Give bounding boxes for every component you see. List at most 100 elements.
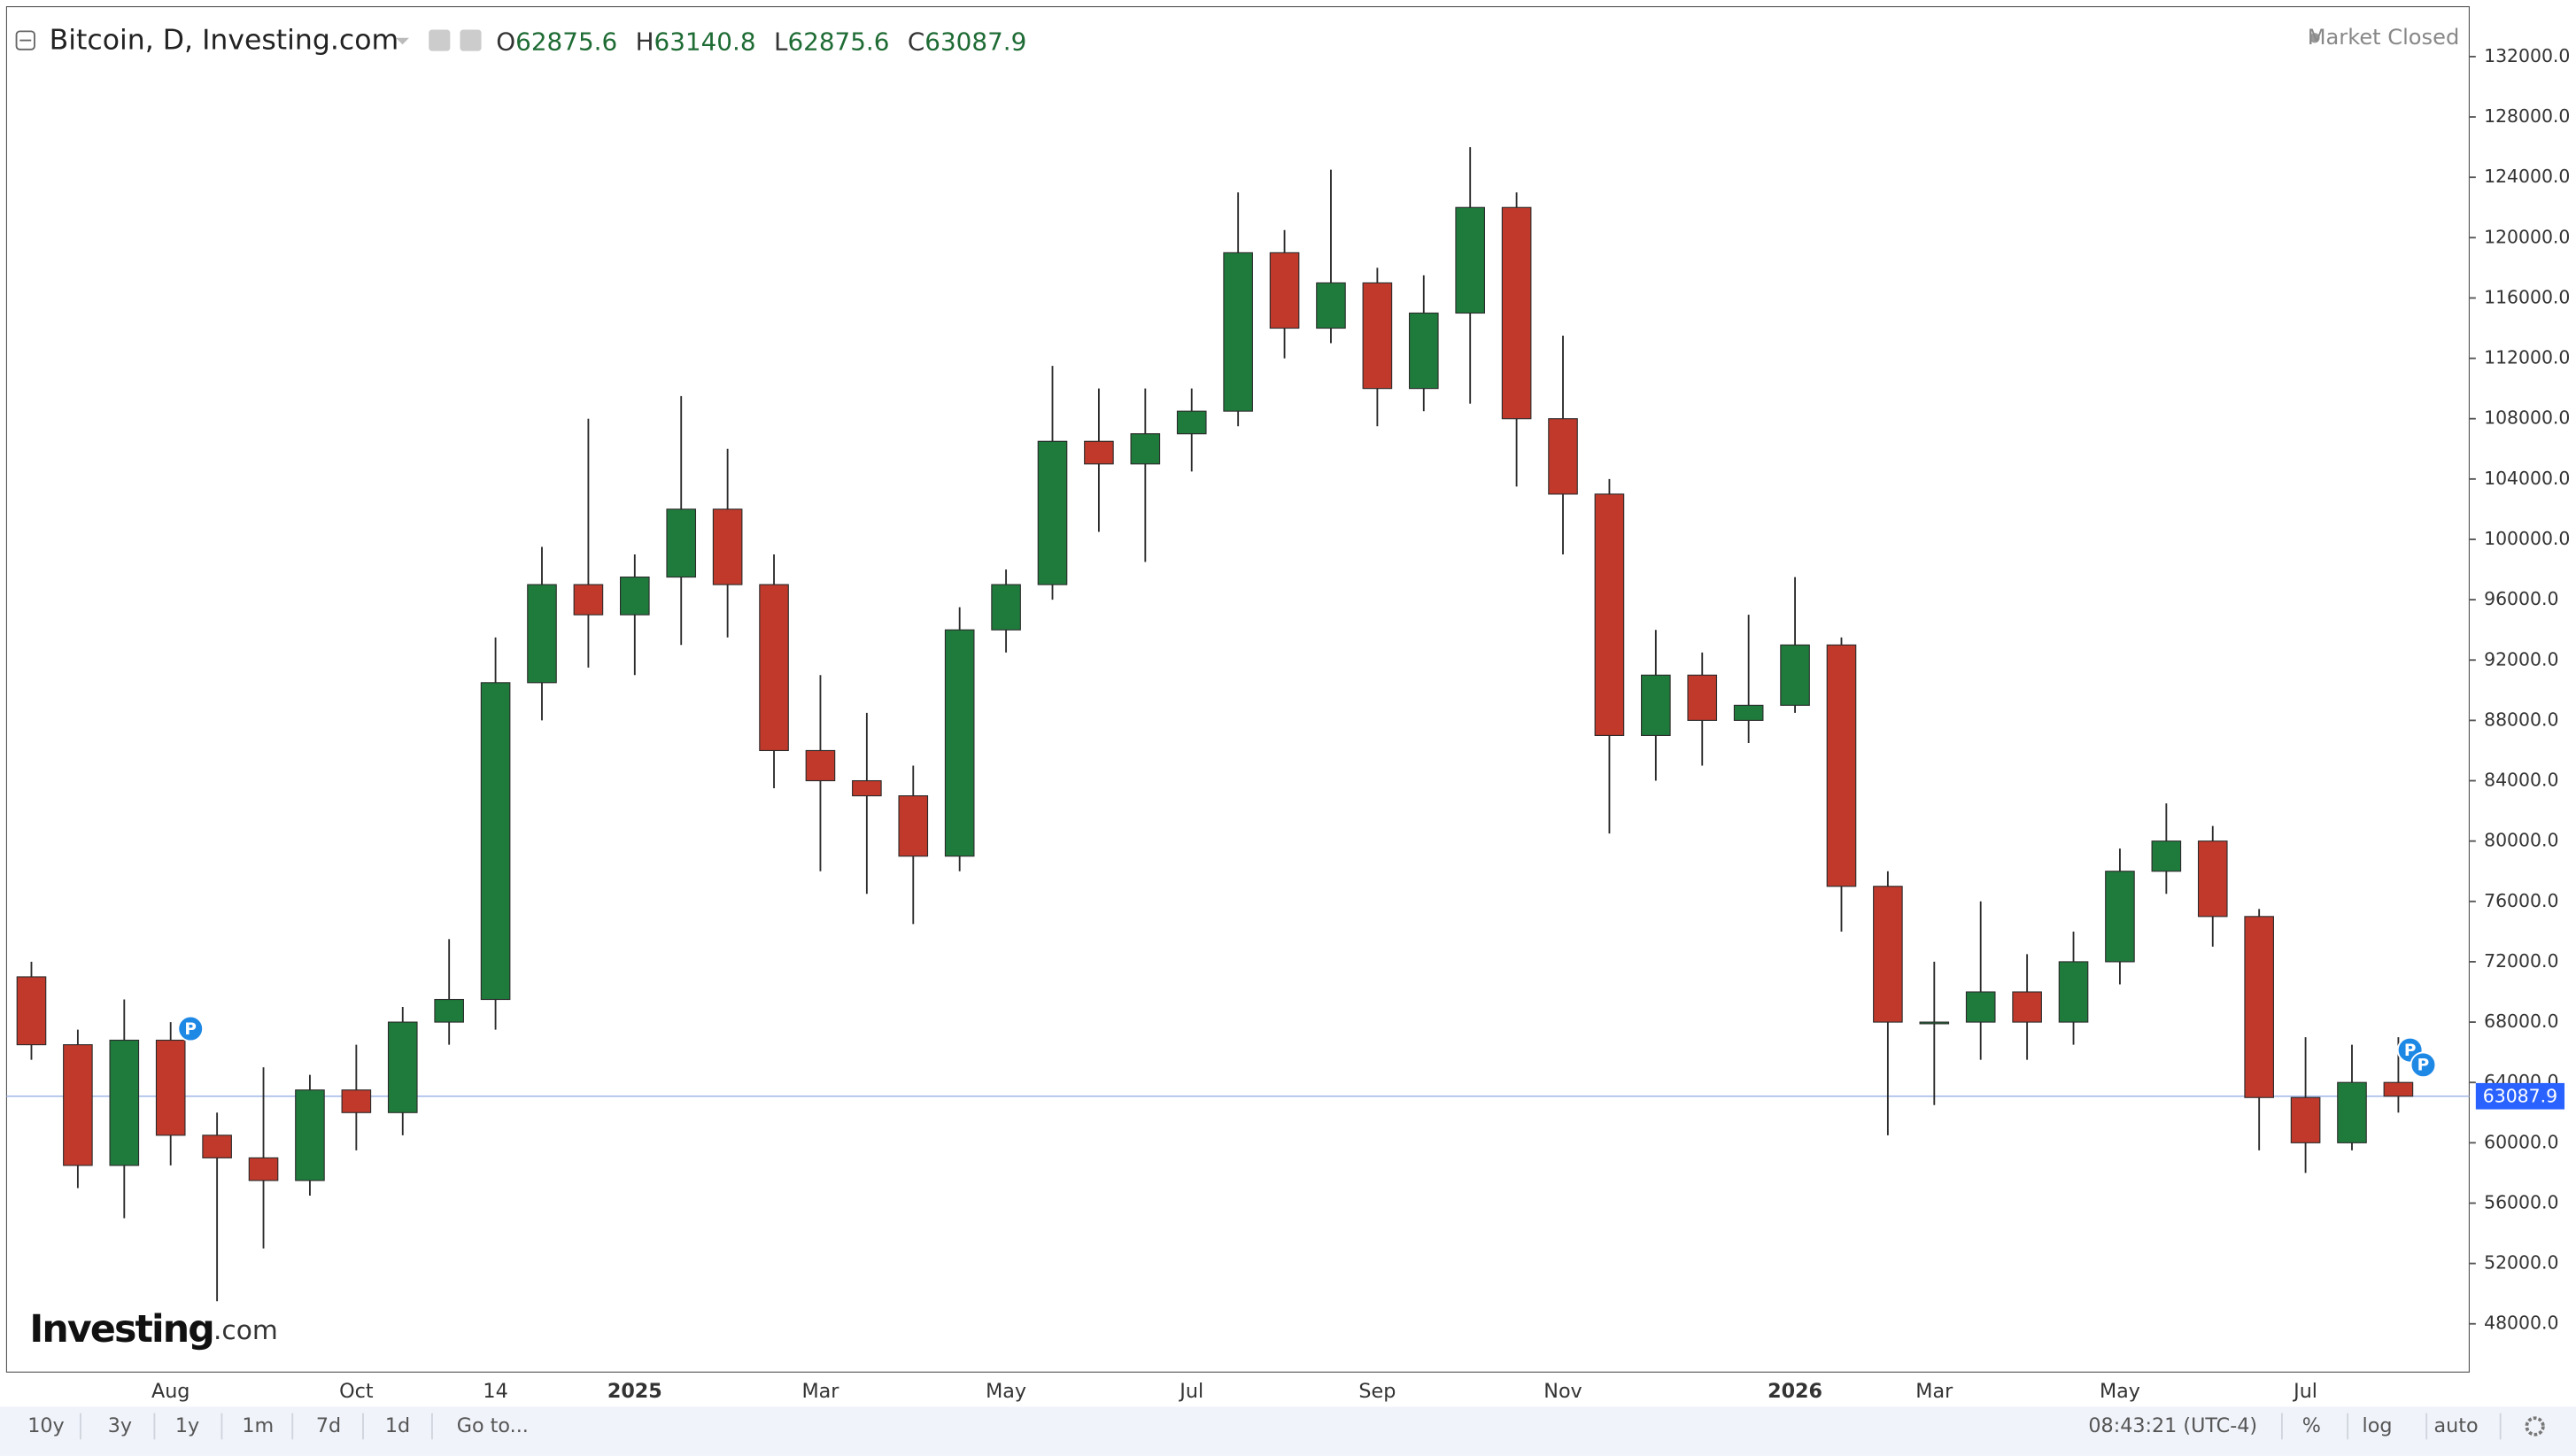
option-button[interactable]: auto bbox=[2434, 1414, 2479, 1437]
y-tick-label: 132000.0 bbox=[2484, 45, 2570, 66]
option-button[interactable]: log bbox=[2363, 1414, 2393, 1437]
logo: Investing.com bbox=[29, 1306, 277, 1351]
candle-body bbox=[2197, 840, 2228, 918]
candle-body bbox=[1826, 644, 1857, 887]
event-marker-label: P bbox=[2417, 1057, 2430, 1075]
candle-body bbox=[2012, 991, 2042, 1023]
ohlc-key: O bbox=[496, 27, 515, 56]
collapse-icon[interactable] bbox=[15, 30, 35, 50]
candle-body bbox=[898, 795, 929, 857]
x-tick-label: Aug bbox=[151, 1380, 190, 1403]
y-tick-label: 124000.0 bbox=[2484, 166, 2570, 187]
y-tick-label: 120000.0 bbox=[2484, 226, 2570, 247]
range-button[interactable]: 3y bbox=[108, 1414, 132, 1437]
range-button[interactable]: 1y bbox=[175, 1414, 199, 1437]
y-tick-label: 56000.0 bbox=[2484, 1191, 2558, 1212]
y-tick-label: 60000.0 bbox=[2484, 1131, 2558, 1152]
x-tick-label: 14 bbox=[483, 1380, 507, 1403]
price-tag-label: 63087.9 bbox=[2483, 1086, 2557, 1107]
candle-body bbox=[480, 682, 511, 1001]
candle-body bbox=[2244, 916, 2274, 1098]
x-tick-label: May bbox=[986, 1380, 1026, 1403]
y-tick-label: 104000.0 bbox=[2484, 468, 2570, 489]
x-tick-label: Oct bbox=[339, 1380, 374, 1403]
option-button[interactable]: % bbox=[2302, 1414, 2321, 1437]
candle-body bbox=[2383, 1081, 2414, 1097]
candle-body bbox=[202, 1135, 232, 1158]
candle-body bbox=[1316, 282, 1346, 329]
ohlc-key: H bbox=[636, 27, 654, 56]
range-button[interactable]: 7d bbox=[316, 1414, 341, 1437]
candle-body bbox=[620, 577, 650, 616]
candle-body bbox=[852, 779, 882, 797]
candle-body bbox=[155, 1039, 186, 1136]
candle-body bbox=[2290, 1096, 2321, 1143]
candle-body bbox=[1176, 410, 1207, 435]
status-dot bbox=[2309, 33, 2320, 43]
goto-button[interactable]: Go to... bbox=[457, 1414, 529, 1437]
x-tick-label: Sep bbox=[1358, 1380, 1396, 1403]
candle-body bbox=[1501, 206, 1532, 420]
toolbar bbox=[0, 1406, 2576, 1456]
settings-gear[interactable] bbox=[2525, 1416, 2545, 1437]
candle-body bbox=[63, 1044, 93, 1166]
ohlc-value: 63140.8 bbox=[654, 27, 756, 56]
candle-body bbox=[712, 508, 743, 585]
event-marker[interactable] bbox=[177, 1015, 205, 1042]
range-button[interactable]: 1d bbox=[385, 1414, 410, 1437]
candle-body bbox=[1084, 440, 1114, 465]
y-tick-label: 76000.0 bbox=[2484, 890, 2558, 911]
clock: 08:43:21 (UTC-4) bbox=[2088, 1414, 2257, 1437]
y-tick-label: 100000.0 bbox=[2484, 528, 2570, 549]
logo-name: Investing bbox=[29, 1306, 213, 1351]
candle-body bbox=[1965, 991, 1996, 1023]
y-tick-label: 112000.0 bbox=[2484, 347, 2570, 368]
ohlc-readout: O62875.6 H63140.8 L62875.6 C63087.9 bbox=[496, 27, 1026, 56]
event-marker-label: P bbox=[184, 1020, 197, 1039]
ohlc-value: 63087.9 bbox=[924, 27, 1026, 56]
y-tick-label: 68000.0 bbox=[2484, 1011, 2558, 1032]
market-status: Market Closed bbox=[2308, 25, 2460, 50]
y-tick-label: 48000.0 bbox=[2484, 1313, 2558, 1334]
x-tick-label: Jul bbox=[1178, 1380, 1203, 1403]
x-tick-label: 2025 bbox=[607, 1380, 662, 1403]
y-tick-label: 96000.0 bbox=[2484, 588, 2558, 609]
candle-body bbox=[387, 1021, 418, 1113]
settings-icon[interactable] bbox=[460, 29, 482, 51]
candle-body bbox=[434, 998, 464, 1023]
candle-body bbox=[991, 584, 1021, 631]
logo-suffix: .com bbox=[213, 1313, 278, 1344]
y-tick-label: 108000.0 bbox=[2484, 407, 2570, 429]
candle-body bbox=[1223, 252, 1253, 412]
candle-body bbox=[1362, 282, 1393, 390]
y-tick-label: 84000.0 bbox=[2484, 770, 2558, 791]
y-tick-label: 80000.0 bbox=[2484, 830, 2558, 851]
y-tick-label: 72000.0 bbox=[2484, 950, 2558, 972]
dropdown-arrow[interactable] bbox=[396, 37, 409, 45]
event-marker[interactable] bbox=[2410, 1051, 2437, 1079]
plot-frame bbox=[5, 5, 2470, 1373]
x-tick-label: Jul bbox=[2292, 1380, 2317, 1403]
candle-body bbox=[527, 584, 557, 684]
ohlc-key: L bbox=[774, 27, 788, 56]
candle-body bbox=[2337, 1081, 2367, 1143]
eye-icon[interactable] bbox=[429, 29, 451, 51]
candle-body bbox=[1873, 886, 1903, 1023]
x-tick-label: Nov bbox=[1543, 1380, 1582, 1403]
event-marker-label: P bbox=[2404, 1042, 2417, 1060]
candle-body bbox=[1269, 252, 1300, 329]
candle-body bbox=[759, 584, 789, 752]
y-tick-label: 92000.0 bbox=[2484, 648, 2558, 670]
candle-body bbox=[109, 1039, 140, 1166]
range-button[interactable]: 10y bbox=[27, 1414, 64, 1437]
candle-body bbox=[1455, 206, 1486, 314]
candle-body bbox=[1548, 418, 1578, 495]
x-tick-label: Mar bbox=[801, 1380, 839, 1403]
candle-body bbox=[1130, 433, 1161, 465]
candle-body bbox=[1594, 493, 1625, 736]
y-tick-label: 52000.0 bbox=[2484, 1252, 2558, 1274]
y-tick-label: 116000.0 bbox=[2484, 286, 2570, 307]
range-button[interactable]: 1m bbox=[242, 1414, 274, 1437]
